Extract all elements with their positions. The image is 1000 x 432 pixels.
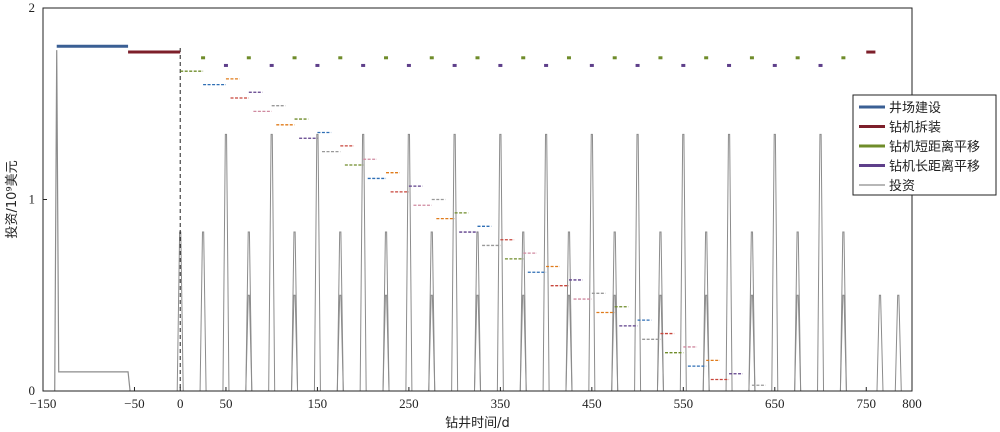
x-tick-label: 350 [491,396,511,411]
legend-label: 钻机拆装 [889,121,941,136]
legend-label: 钻机短距离平移 [889,139,980,155]
short-move-mark [292,56,297,60]
short-move-mark [246,56,251,60]
investment-spike [702,231,710,392]
long-move-mark [315,63,320,67]
long-move-mark [498,63,503,67]
long-move-mark [269,63,274,67]
short-move-mark [338,56,343,60]
investment-spike [817,133,825,392]
y-tick-label: 0 [29,383,36,398]
investment-spike [634,133,642,392]
short-move-mark [704,56,709,60]
investment-spike [359,133,367,392]
investment-spike [794,231,802,392]
investment-spike [222,133,230,392]
x-tick-label: 800 [902,396,922,411]
investment-baseline [54,50,131,392]
short-move-mark [521,56,526,60]
plot-area [43,8,912,392]
investment-spike [748,231,756,392]
x-tick-label: 250 [399,396,419,411]
long-move-mark [772,63,777,67]
investment-spike [451,133,459,392]
axes: −150 −50 50 150 250 350 450 550 650 750 0 800 0 1 2 钻井时… [4,0,922,431]
y-tick-label: 2 [29,0,36,15]
x-tick-label: 50 [219,396,232,411]
short-move-mark [384,56,389,60]
investment-spike [876,294,884,392]
legend-label: 钻机长距离平移 [889,159,980,175]
investment-spike [611,231,619,392]
short-move-mark [612,56,617,60]
investment-spike [542,133,550,392]
short-move-mark [841,56,846,60]
investment-spike [496,133,504,392]
investment-spike [405,133,413,392]
investment-spike [519,231,527,392]
long-move-mark [727,63,732,67]
short-move-mark [429,56,434,60]
investment-spike [565,231,573,392]
investment-spike [336,231,344,392]
x-axis-title: 钻井时间/d [445,416,510,431]
investment-spike [291,231,299,392]
x-tick-label: 550 [674,396,694,411]
investment-spike [245,231,253,392]
legend-label: 投资 [889,178,915,194]
long-move-mark [361,63,366,67]
short-move-mark [795,56,800,60]
investment-spike [894,294,902,392]
x-tick-label: −150 [30,396,57,411]
investment-spike [382,231,390,392]
long-move-mark [452,63,457,67]
short-move-mark [566,56,571,60]
long-move-mark [681,63,686,67]
long-move-mark [406,63,411,67]
investment-spike [839,231,847,392]
short-move-mark [749,56,754,60]
x-tick-label: 0 [177,396,184,411]
x-tick-label: 650 [765,396,785,411]
short-move-mark [475,56,480,60]
y-tick-label: 1 [29,192,36,207]
short-move-mark [658,56,663,60]
y-axis-title: 投资/10⁹美元 [4,160,20,238]
x-tick-label: 450 [582,396,602,411]
legend-label: 井场建设 [889,101,941,116]
x-tick-label: 150 [308,396,328,411]
investment-spike [428,231,436,392]
investment-spike [679,133,687,392]
x-tick-label: −50 [124,396,144,411]
long-move-mark [544,63,549,67]
investment-spike [268,133,276,392]
long-move-mark [223,63,228,67]
investment-spike [588,133,596,392]
short-move-mark [201,56,206,60]
investment-spike [725,133,733,392]
long-move-mark [818,63,823,67]
investment-spike [656,231,664,392]
investment-spike [313,133,321,392]
long-move-mark [589,63,594,67]
investment-spike [199,231,207,392]
plot-background [43,8,912,391]
investment-spike [771,133,779,392]
long-move-mark [635,63,640,67]
x-tick-label: 750 [857,396,877,411]
